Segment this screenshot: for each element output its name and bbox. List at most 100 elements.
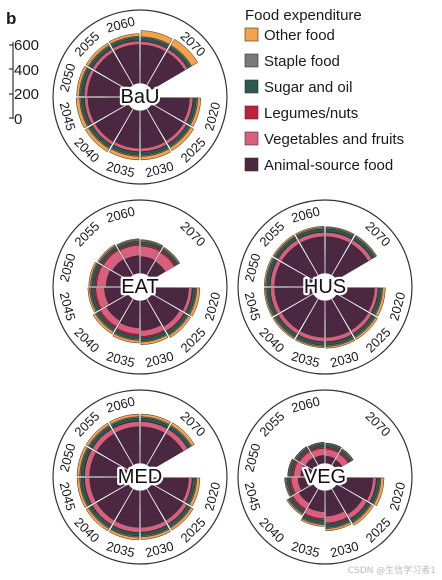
spoke-line <box>146 37 175 86</box>
bar-segment <box>295 225 325 236</box>
bar-segment <box>85 422 110 447</box>
scenario-label: HUS <box>304 276 346 298</box>
legend-item: Staple food <box>244 53 340 70</box>
year-label: 2060 <box>105 394 137 416</box>
legend-label: Legumes/nuts <box>264 105 358 122</box>
year-label: 2035 <box>290 348 322 370</box>
legend-label: Sugar and oil <box>264 79 352 96</box>
legend-item: Animal-source food <box>244 157 393 174</box>
spoke-line <box>290 417 319 466</box>
bar-segment <box>140 30 173 45</box>
spoke-line <box>80 442 129 471</box>
year-label: 2030 <box>329 348 361 370</box>
year-label: 2035 <box>105 538 137 560</box>
bar-segment <box>263 287 274 317</box>
spoke-line <box>146 298 175 347</box>
year-label: 2060 <box>105 204 137 226</box>
year-label: 2050 <box>242 442 264 474</box>
legend-label: Animal-source food <box>264 157 393 174</box>
radial-panel-veg: 2020202520302035204020452050205520602070… <box>237 389 413 565</box>
spoke-line <box>151 483 200 512</box>
bar-segment <box>116 238 140 246</box>
spoke-line <box>151 62 200 91</box>
scale-legend: 600 400 200 0 <box>9 37 39 128</box>
year-label: 2020 <box>201 290 223 322</box>
spoke-line <box>80 293 129 322</box>
bar-segment <box>341 448 354 461</box>
bar-segment <box>170 422 195 447</box>
spoke-line <box>331 417 360 466</box>
bar-segment <box>97 244 116 263</box>
spoke-line <box>105 227 134 276</box>
bar-segment <box>325 521 352 532</box>
year-label: 2060 <box>105 14 137 36</box>
spoke-line <box>336 252 385 281</box>
year-label: 2020 <box>201 480 223 512</box>
bar-segment <box>286 498 304 516</box>
year-label: 2050 <box>57 442 79 474</box>
year-label: 2045 <box>57 480 79 512</box>
spoke-line <box>105 37 134 86</box>
scale-tick-label: 0 <box>14 111 22 128</box>
year-label: 2020 <box>201 100 223 132</box>
bar-segment <box>355 234 378 257</box>
bar-segment <box>112 333 140 344</box>
bar-segment <box>325 226 355 236</box>
bar-segment <box>163 246 181 264</box>
bar-segment <box>168 315 192 339</box>
year-label: 2045 <box>242 480 264 512</box>
legend-swatch <box>244 131 259 146</box>
bar-segment <box>170 38 199 67</box>
bar-segment <box>272 317 295 340</box>
spoke-line <box>80 62 129 91</box>
bar-segment <box>87 287 97 313</box>
spoke-line <box>105 298 134 347</box>
legend-label: Other food <box>264 27 335 44</box>
year-label: 2050 <box>242 252 264 284</box>
scenario-label: EAT <box>121 276 158 298</box>
bar-group <box>284 441 385 532</box>
bar-segment <box>375 287 386 317</box>
bar-segment <box>109 413 140 425</box>
spoke-line <box>105 488 134 537</box>
bar-segment <box>85 507 110 532</box>
year-label: 2060 <box>290 394 322 416</box>
bar-segment <box>189 287 201 317</box>
bar-segment <box>140 239 164 247</box>
bar-segment <box>76 65 88 97</box>
year-label: 2045 <box>57 100 79 132</box>
radial-panel-bau: 2020202520302035204020452050205520602070… <box>52 9 228 185</box>
spoke-line <box>151 103 200 132</box>
legend-item: Sugar and oil <box>244 79 352 96</box>
spoke-line <box>336 293 385 322</box>
bar-segment <box>92 313 114 335</box>
radial-panel-hus: 2020202520302035204020452050205520602070… <box>237 199 413 375</box>
scenario-label: BaU <box>121 86 160 108</box>
bar-segment <box>88 261 98 287</box>
watermark-text: CSDN @生信学习者1 <box>347 566 436 576</box>
year-label: 2030 <box>329 538 361 560</box>
spoke-line <box>80 252 129 281</box>
legend-title: Food expenditure <box>245 7 362 24</box>
legend-item: Legumes/nuts <box>244 105 358 122</box>
spoke-line <box>265 252 314 281</box>
bar-group <box>76 413 201 541</box>
bar-segment <box>284 477 291 498</box>
bar-segment <box>76 446 88 477</box>
spoke-line <box>290 227 319 276</box>
scale-tick-label: 600 <box>14 37 39 54</box>
bar-segment <box>189 477 201 507</box>
bar-segment <box>140 334 169 346</box>
year-label: 2050 <box>57 62 79 94</box>
bar-segment <box>300 518 325 527</box>
year-label: 2020 <box>386 290 408 322</box>
spoke-line <box>331 488 360 537</box>
bar-segment <box>325 338 356 349</box>
legend-swatch <box>244 53 259 68</box>
spoke-line <box>290 488 319 537</box>
spoke-line <box>331 227 360 276</box>
bar-segment <box>263 257 274 287</box>
spoke-line <box>80 103 129 132</box>
spoke-line <box>151 252 200 281</box>
